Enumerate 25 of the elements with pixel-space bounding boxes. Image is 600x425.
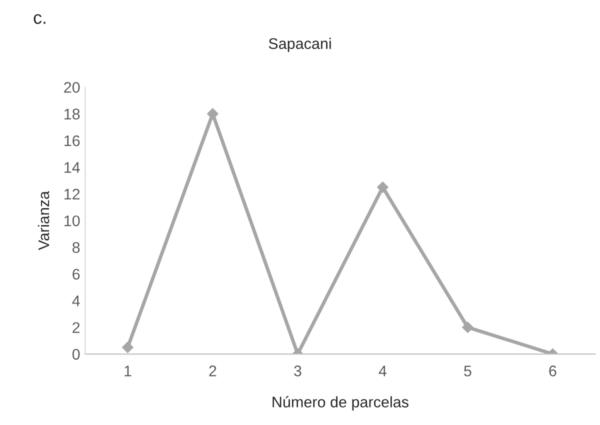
y-tick-label: 16	[64, 135, 80, 146]
y-tick-label: 0	[72, 348, 80, 360]
point	[376, 181, 389, 194]
point	[122, 341, 134, 354]
y-tick-label: 20	[64, 82, 80, 93]
y-tick-label: 8	[72, 242, 80, 253]
y-tick-label: 12	[64, 188, 80, 200]
text: c.	[34, 14, 46, 24]
y-tick-label: 14	[64, 162, 80, 173]
point	[206, 108, 219, 120]
x-tick-label: 6	[549, 366, 556, 376]
y-tick-label: 4	[72, 296, 80, 306]
y-axis-title: Varianza	[38, 190, 50, 250]
x-tick-label: 5	[464, 366, 472, 376]
chart-title: Sapacani	[268, 38, 331, 52]
x-tick-label: 2	[209, 366, 216, 376]
x-tick-label: 3	[294, 366, 302, 376]
x-axis-title: Número de parcelas	[272, 396, 408, 410]
point	[462, 321, 474, 334]
x-tick-label: 4	[378, 366, 386, 376]
y-tick-label: 10	[64, 215, 80, 226]
y-tick-label: 6	[72, 268, 80, 280]
x-tick-label: 1	[124, 366, 132, 376]
y-tick-label: 18	[64, 108, 80, 120]
y-tick-label: 2	[72, 322, 80, 333]
